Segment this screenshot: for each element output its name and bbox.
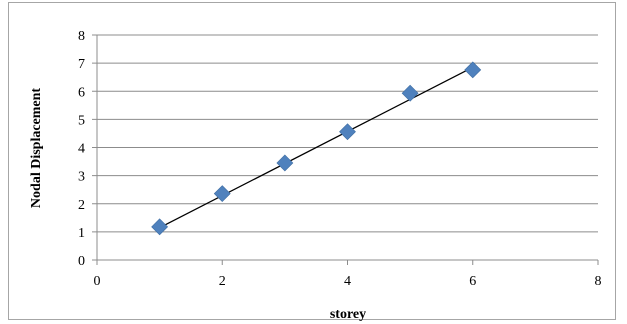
x-tick-label-0: 0 [94,274,101,289]
y-tick-label-4: 4 [78,142,85,157]
data-point-4 [339,123,356,141]
gridlines [97,34,598,233]
x-tick-labels: 0 2 4 6 8 [94,274,602,289]
x-tick-label-4: 4 [344,274,351,289]
data-point-5 [401,84,419,102]
y-tick-label-1: 1 [78,226,85,241]
y-tick-label-5: 5 [78,113,85,128]
y-tick-labels: 0 1 2 3 4 5 6 7 8 [78,29,85,269]
y-tick-label-0: 0 [78,254,85,269]
trendline-layer [159,66,474,229]
data-point-1 [151,218,169,236]
y-tick-label-2: 2 [78,198,85,213]
x-axis-title: storey [330,307,366,322]
data-point-3 [276,154,294,172]
axes [92,34,599,265]
y-axis-title: Nodal Displacement [29,88,44,209]
y-tick-label-6: 6 [78,85,85,100]
linear-trendline [159,66,474,229]
data-point-6 [464,61,482,79]
x-tick-label-8: 8 [595,274,602,289]
y-tick-label-7: 7 [78,57,85,72]
chart-area [8,2,616,320]
y-tick-label-8: 8 [78,29,85,44]
x-tick-label-6: 6 [469,274,476,289]
data-markers [151,61,482,236]
y-tick-label-3: 3 [78,170,85,185]
data-point-2 [213,185,231,203]
x-tick-label-2: 2 [219,274,226,289]
